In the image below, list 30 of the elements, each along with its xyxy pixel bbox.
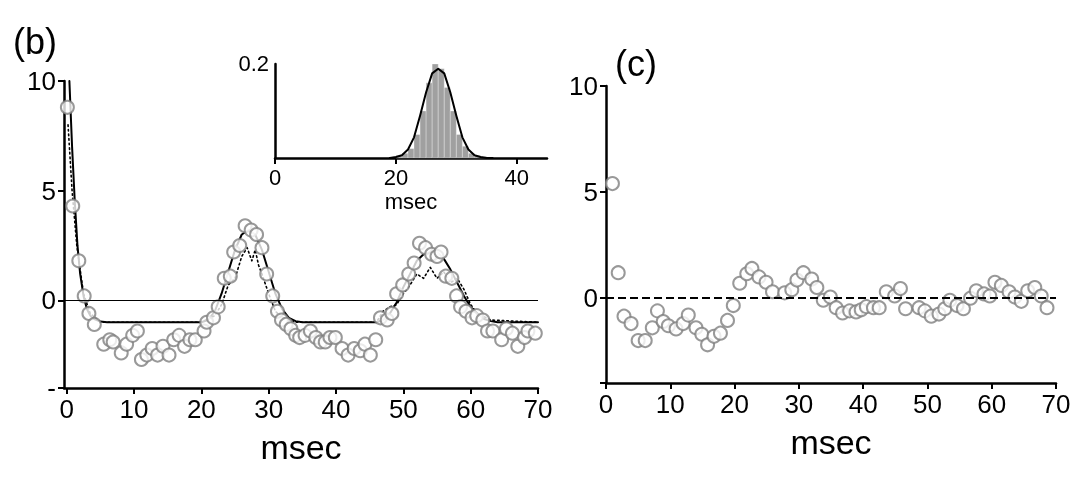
chart-title: (b) (13, 20, 57, 62)
y-tick-label: 0 (41, 285, 56, 316)
x-tick-label: 70 (523, 394, 553, 424)
x-tick-label: 30 (784, 389, 814, 419)
x-tick-label: 50 (912, 389, 942, 419)
x-axis-title: msec (260, 428, 342, 466)
y-tick-label: 5 (583, 177, 598, 208)
x-tick-label: 30 (254, 394, 284, 424)
x-tick-label: 70 (1041, 389, 1071, 419)
x-tick-label: 60 (977, 389, 1007, 419)
x-tick-label: 40 (848, 389, 878, 419)
y-tick-label: - (47, 373, 56, 403)
x-tick-label: 10 (119, 394, 149, 424)
text: 0.2 (238, 50, 269, 76)
x-tick-label: 60 (456, 394, 486, 424)
chart-title: (c) (615, 42, 657, 84)
x-tick-label: 20 (720, 389, 750, 419)
x-tick-label: 0 (268, 164, 282, 190)
x-axis-title: msec (790, 423, 872, 461)
y-tick-label: 0 (583, 283, 598, 314)
x-tick-label: 10 (655, 389, 685, 419)
x-tick-label: 40 (321, 394, 351, 424)
x-tick-label: 50 (388, 394, 418, 424)
x-axis-title: msec (384, 188, 438, 214)
x-tick-label: 20 (383, 164, 409, 190)
y-tick-label: 10 (569, 71, 598, 101)
x-tick-label: 40 (504, 164, 530, 190)
x-tick-label: 20 (186, 394, 216, 424)
y-tick-label: 5 (41, 175, 56, 206)
y-tick-label: 10 (27, 66, 56, 96)
